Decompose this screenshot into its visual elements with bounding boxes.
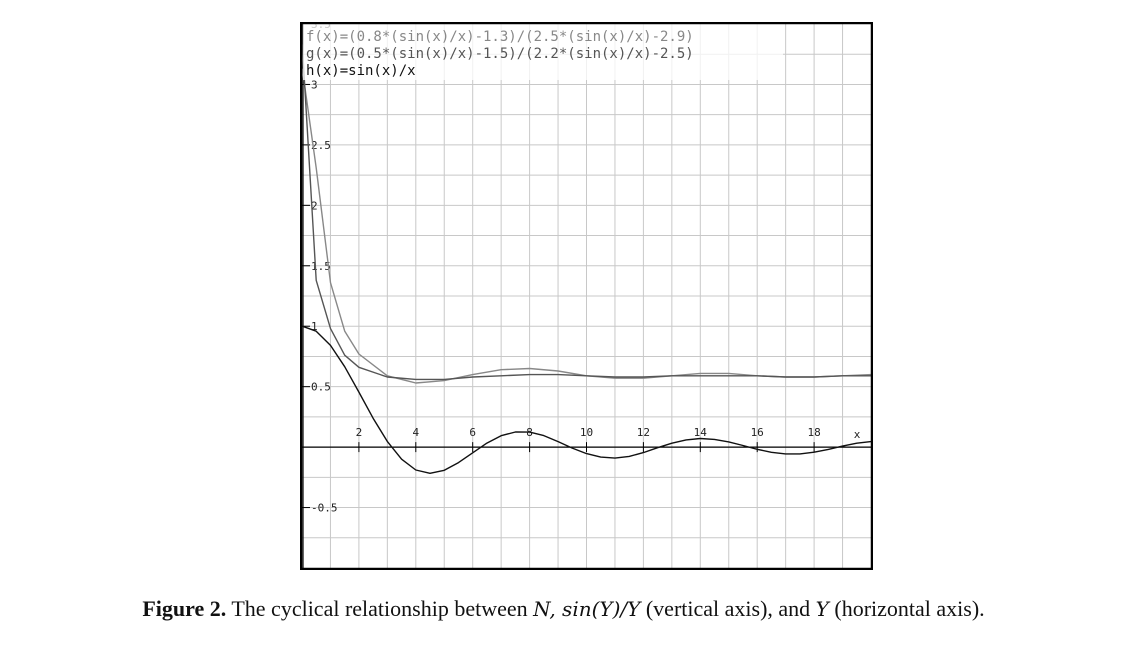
figure-caption: Figure 2. The cyclical relationship betw… [0, 596, 1127, 622]
x-tick-label: 18 [807, 426, 820, 439]
caption-text-3: (horizontal axis). [828, 596, 985, 621]
caption-math-1: N, sin(Y)/Y [533, 597, 641, 621]
x-tick-label: 16 [751, 426, 764, 439]
x-tick-label: 14 [694, 426, 708, 439]
caption-text-1: The cyclical relationship between [226, 596, 534, 621]
caption-math-2: Y [815, 597, 829, 621]
y-tick-label: 0.5 [311, 381, 331, 394]
legend-background [303, 24, 783, 80]
y-tick-label: 2 [311, 199, 318, 212]
plot-frame [300, 22, 873, 570]
y-tick-label: -0.5 [311, 502, 338, 515]
series-line-3 [302, 325, 872, 474]
legend-entry-2: g(x)=(0.5*(sin(x)/x)-1.5)/(2.2*(sin(x)/x… [306, 46, 694, 62]
x-tick-label: 2 [356, 426, 363, 439]
x-tick-label: 12 [637, 426, 650, 439]
caption-label: Figure 2. [142, 596, 227, 621]
legend-entry-3: h(x)=sin(x)/x [306, 63, 416, 79]
y-tick-label: 2.5 [311, 139, 331, 152]
series-line-2 [301, 44, 871, 381]
chart-container: 24681012141618x-0.50.511.522.533.5f(x)=(… [300, 22, 873, 570]
legend-entry-1: f(x)=(0.8*(sin(x)/x)-1.3)/(2.5*(sin(x)/x… [306, 29, 694, 45]
y-tick-label: 3 [311, 78, 318, 91]
x-tick-label: 6 [469, 426, 476, 439]
x-tick-label: 4 [412, 426, 419, 439]
x-tick-label: 10 [580, 426, 593, 439]
y-tick-label: 1 [311, 320, 318, 333]
x-axis-label: x [854, 428, 861, 441]
caption-text-2: (vertical axis), and [640, 596, 816, 621]
line-chart: 24681012141618x-0.50.511.522.533.5f(x)=(… [300, 22, 873, 570]
